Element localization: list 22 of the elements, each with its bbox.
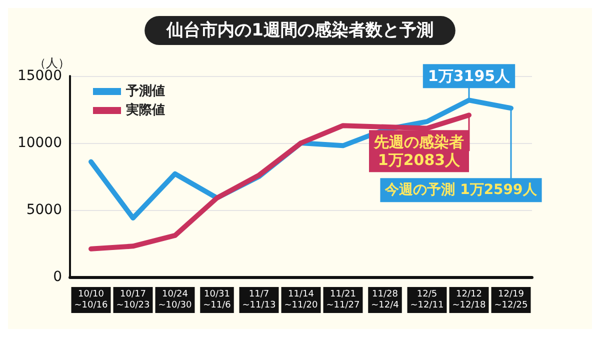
annotation: 先週の感染者 1万2083人 [373,133,464,170]
y-tick-label: 10000 [17,135,62,151]
x-tick-label: 11/28 ~12/4 [371,290,400,310]
chart-title: 仙台市内の1週間の感染者数と予測 [166,20,434,40]
annotation: 今週の予測 1万2599人 [384,182,538,198]
y-axis-title: （人） [34,56,70,70]
x-tick-label: 10/10 ~10/16 [74,290,108,310]
annotation: 1万3195人 [428,67,512,86]
y-tick-label: 15000 [17,68,62,84]
x-tick-label: 11/14 ~11/20 [284,290,318,310]
x-tick-label: 10/31 ~11/6 [203,290,232,310]
x-tick-label: 11/21 ~11/27 [326,290,360,310]
y-tick-label: 0 [53,269,62,285]
y-tick-label: 5000 [26,202,62,218]
x-tick-label: 12/5 ~12/11 [410,290,444,310]
legend-label: 実際値 [125,102,165,118]
x-tick-label: 12/19 ~12/25 [494,290,528,310]
x-tick-label: 12/12 ~12/18 [452,290,486,310]
x-tick-label: 10/24 ~10/30 [158,290,192,310]
x-tick-label: 10/17 ~10/23 [116,290,150,310]
x-tick-label: 11/7 ~11/13 [242,290,276,310]
legend-label: 予測値 [125,84,165,99]
